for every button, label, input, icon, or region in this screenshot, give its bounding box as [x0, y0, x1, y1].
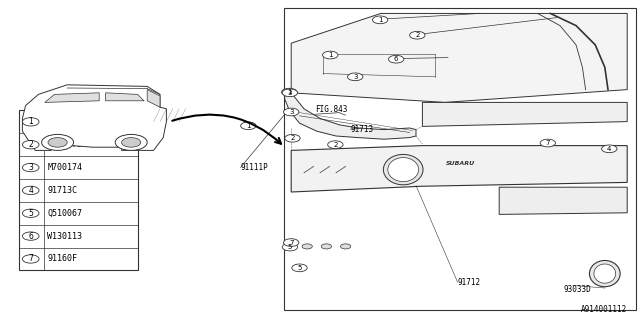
Circle shape — [22, 232, 39, 240]
Text: 91713C: 91713C — [47, 186, 77, 195]
Circle shape — [42, 134, 74, 150]
Text: 3: 3 — [28, 163, 33, 172]
Text: 7: 7 — [28, 254, 33, 263]
Text: 3: 3 — [289, 109, 294, 115]
Circle shape — [321, 244, 332, 249]
Circle shape — [282, 88, 297, 96]
Circle shape — [388, 55, 404, 63]
Text: M700174: M700174 — [47, 163, 83, 172]
Text: 1: 1 — [287, 89, 292, 95]
Text: W130113: W130113 — [47, 232, 83, 241]
Circle shape — [115, 134, 147, 150]
Circle shape — [22, 164, 39, 172]
Polygon shape — [499, 187, 627, 214]
Text: 7: 7 — [545, 140, 550, 146]
Text: 5: 5 — [288, 244, 292, 250]
Circle shape — [302, 244, 312, 249]
Circle shape — [323, 51, 338, 59]
Text: 7: 7 — [289, 240, 294, 245]
Circle shape — [328, 141, 343, 148]
Text: 1: 1 — [28, 117, 33, 126]
Circle shape — [410, 31, 425, 39]
Circle shape — [284, 108, 299, 116]
Text: N370021: N370021 — [47, 117, 83, 126]
Text: Q510067: Q510067 — [47, 209, 83, 218]
Text: 3: 3 — [353, 74, 358, 80]
Circle shape — [22, 140, 39, 149]
Text: 2: 2 — [333, 142, 337, 148]
Bar — [19, 110, 138, 270]
Ellipse shape — [589, 260, 620, 287]
Text: 1: 1 — [378, 17, 383, 23]
Text: 4: 4 — [607, 146, 611, 152]
Circle shape — [22, 209, 39, 217]
Text: 91713: 91713 — [351, 125, 374, 134]
Polygon shape — [147, 90, 160, 107]
Text: SUBARU: SUBARU — [446, 161, 476, 166]
Polygon shape — [422, 102, 627, 126]
Text: M700173: M700173 — [47, 140, 83, 149]
Bar — [284, 8, 636, 310]
Polygon shape — [106, 93, 144, 101]
Text: 5: 5 — [28, 209, 33, 218]
Circle shape — [602, 145, 617, 153]
Circle shape — [284, 239, 299, 246]
Circle shape — [372, 16, 388, 24]
Circle shape — [22, 255, 39, 263]
Circle shape — [241, 122, 256, 130]
Text: 3: 3 — [287, 90, 292, 96]
Text: 2: 2 — [291, 135, 294, 141]
Text: FIG.843: FIG.843 — [316, 105, 348, 114]
Circle shape — [22, 118, 39, 126]
Ellipse shape — [388, 158, 419, 182]
Polygon shape — [291, 13, 627, 102]
Text: 2: 2 — [415, 32, 419, 38]
Circle shape — [285, 134, 300, 142]
Ellipse shape — [383, 155, 423, 185]
Circle shape — [48, 138, 67, 147]
Polygon shape — [22, 85, 166, 150]
Ellipse shape — [594, 264, 616, 283]
Text: 91712: 91712 — [458, 278, 481, 287]
Circle shape — [122, 138, 141, 147]
Text: 91160F: 91160F — [47, 254, 77, 263]
Polygon shape — [45, 93, 99, 102]
Circle shape — [540, 139, 556, 147]
Circle shape — [348, 73, 363, 81]
Polygon shape — [291, 146, 627, 192]
Text: 1: 1 — [328, 52, 333, 58]
Text: 6: 6 — [28, 232, 33, 241]
Circle shape — [292, 264, 307, 272]
Text: 5: 5 — [298, 265, 301, 271]
Text: 6: 6 — [394, 56, 399, 62]
Polygon shape — [285, 93, 416, 139]
Text: A914001112: A914001112 — [581, 305, 627, 314]
Text: 93033D: 93033D — [563, 285, 591, 294]
Circle shape — [282, 243, 298, 251]
Circle shape — [282, 89, 298, 97]
Text: 91111P: 91111P — [241, 163, 268, 172]
Circle shape — [340, 244, 351, 249]
Text: 2: 2 — [28, 140, 33, 149]
Circle shape — [22, 186, 39, 195]
Text: 4: 4 — [28, 186, 33, 195]
Text: 1: 1 — [246, 123, 251, 129]
